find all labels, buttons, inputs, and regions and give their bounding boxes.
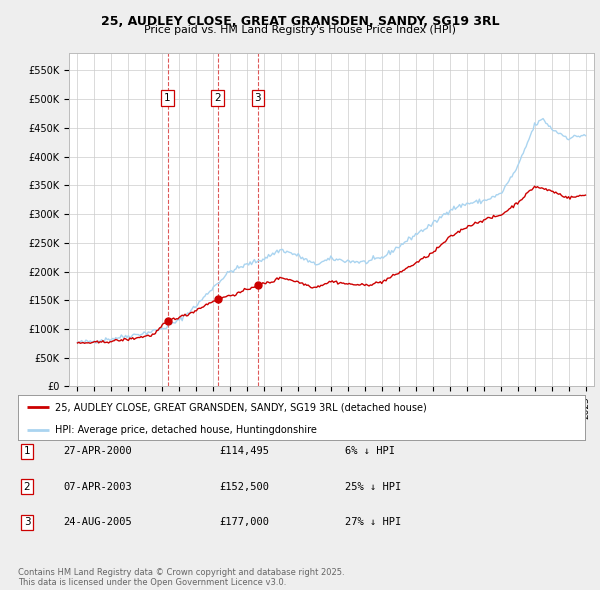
Text: 25, AUDLEY CLOSE, GREAT GRANSDEN, SANDY, SG19 3RL: 25, AUDLEY CLOSE, GREAT GRANSDEN, SANDY,…	[101, 15, 499, 28]
Text: HPI: Average price, detached house, Huntingdonshire: HPI: Average price, detached house, Hunt…	[55, 425, 317, 435]
Text: 6% ↓ HPI: 6% ↓ HPI	[345, 447, 395, 456]
Text: 1: 1	[164, 93, 171, 103]
Text: 24-AUG-2005: 24-AUG-2005	[63, 517, 132, 527]
Text: 1: 1	[23, 447, 31, 456]
Text: 2: 2	[23, 482, 31, 491]
Text: £152,500: £152,500	[219, 482, 269, 491]
Text: 27-APR-2000: 27-APR-2000	[63, 447, 132, 456]
Text: 07-APR-2003: 07-APR-2003	[63, 482, 132, 491]
Text: 3: 3	[254, 93, 261, 103]
Text: £177,000: £177,000	[219, 517, 269, 527]
Text: 25% ↓ HPI: 25% ↓ HPI	[345, 482, 401, 491]
Text: £114,495: £114,495	[219, 447, 269, 456]
Text: 2: 2	[214, 93, 221, 103]
Text: 3: 3	[23, 517, 31, 527]
Text: Contains HM Land Registry data © Crown copyright and database right 2025.
This d: Contains HM Land Registry data © Crown c…	[18, 568, 344, 587]
Text: 27% ↓ HPI: 27% ↓ HPI	[345, 517, 401, 527]
Text: 25, AUDLEY CLOSE, GREAT GRANSDEN, SANDY, SG19 3RL (detached house): 25, AUDLEY CLOSE, GREAT GRANSDEN, SANDY,…	[55, 402, 427, 412]
Text: Price paid vs. HM Land Registry's House Price Index (HPI): Price paid vs. HM Land Registry's House …	[144, 25, 456, 35]
